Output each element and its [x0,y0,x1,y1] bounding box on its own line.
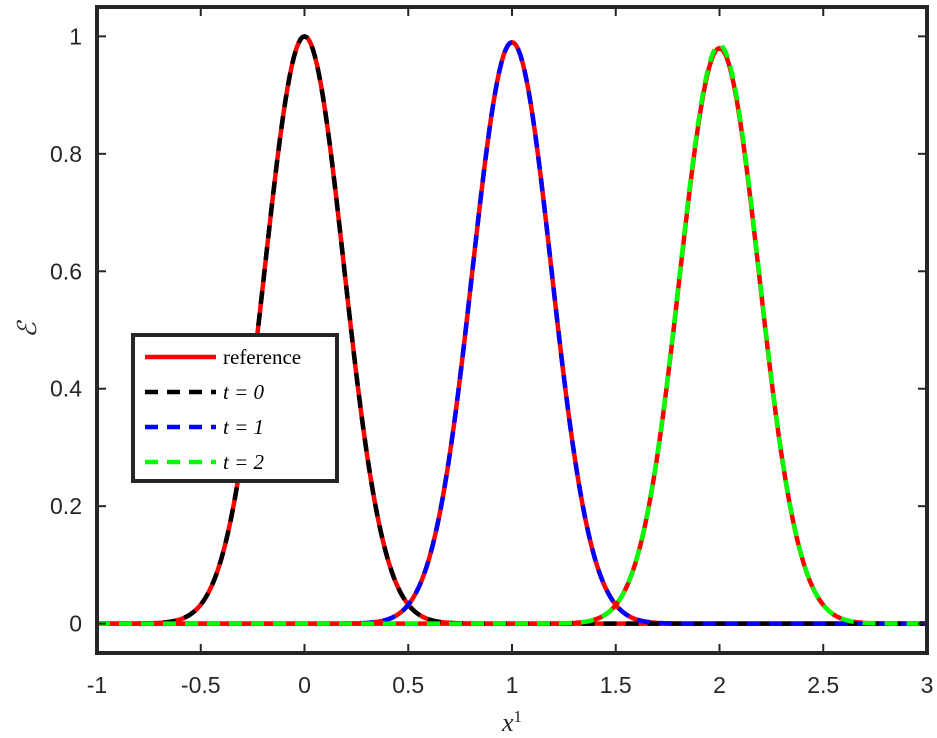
y-axis-tick-labels: 0 0.2 0.4 0.6 0.8 1 [50,23,82,636]
x-tick-label: -1 [87,672,107,698]
reference-line-0 [97,33,927,626]
y-tick-label: 0.6 [50,258,82,284]
x-axis-ticks [96,7,928,653]
y-tick-label: 0.2 [50,493,82,519]
series-line-t1 [97,39,927,626]
y-tick-label: 0 [69,611,82,637]
x-axis-label: x1 [501,707,522,738]
plot-lines [97,33,927,626]
y-tick-label: 0.4 [50,376,82,402]
x-tick-label: -0.5 [181,672,221,698]
reference-line-1 [97,39,927,626]
series-line-t2 [97,42,927,626]
legend-label: t = 1 [223,415,264,439]
x-tick-label: 0.5 [392,672,424,698]
x-tick-label: 1 [506,672,519,698]
series-line-t0 [97,33,927,626]
x-tick-label: 2 [713,672,726,698]
x-tick-label: 0 [298,672,311,698]
legend-box [131,333,339,483]
y-tick-label: 0.8 [50,141,82,167]
x-tick-label: 2.5 [807,672,839,698]
legend-label: t = 2 [223,450,265,474]
x-tick-label: 3 [921,672,934,698]
legend-label: t = 0 [223,380,265,404]
legend: reference t = 0 t = 1 t = 2 [131,333,339,483]
legend-label: reference [223,345,301,369]
x-tick-label: 1.5 [600,672,632,698]
y-axis-label: ℰ [13,320,42,338]
y-axis-ticks [97,35,927,625]
y-tick-label: 1 [69,23,82,49]
x-axis-tick-labels: -1 -0.5 0 0.5 1 1.5 2 2.5 3 [87,672,934,698]
